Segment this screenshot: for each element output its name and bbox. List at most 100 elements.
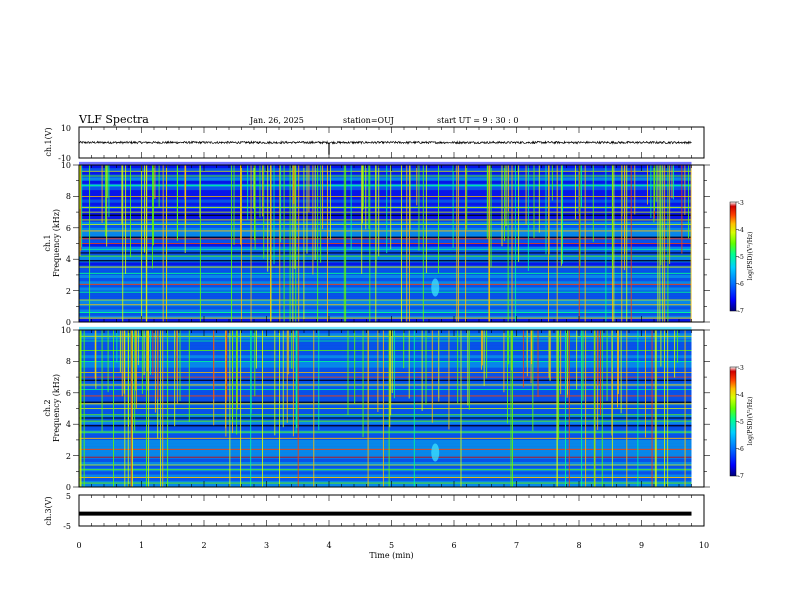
spectrogram-band bbox=[79, 177, 692, 181]
spectrogram-band bbox=[79, 351, 692, 356]
date-label: Jan. 26, 2025 bbox=[249, 116, 304, 125]
spectrogram-band bbox=[79, 199, 692, 203]
time-axis: 0 1 2 3 4 5 6 7 8 9 10 Time (min) bbox=[76, 541, 709, 560]
ch3-waveform-panel: 5 -5 ch.3(V) bbox=[44, 492, 705, 531]
spectrogram-band bbox=[79, 165, 692, 169]
start-ut-label: start UT = 9 : 30 : 0 bbox=[437, 116, 518, 125]
ch2-cb-tick-m5: -5 bbox=[738, 419, 744, 426]
ch2-spec-ytick-2: 2 bbox=[66, 452, 71, 461]
ch1-waveform-panel: 10 -10 ch.1(V) bbox=[44, 124, 705, 163]
ch1-spec-ylabel-channel: ch.1 bbox=[43, 234, 52, 251]
spectrogram-band bbox=[79, 274, 692, 279]
ch1-spec-ylabel: Frequency (kHz) bbox=[52, 209, 61, 277]
spectrogram-band bbox=[79, 180, 692, 184]
spectrogram-band bbox=[79, 161, 692, 165]
spectrogram-band bbox=[79, 417, 692, 422]
spectrogram-band bbox=[79, 342, 692, 346]
ch2-spec-ytick-0: 0 bbox=[66, 483, 71, 492]
spectrogram-band bbox=[79, 306, 692, 310]
spectrogram-band bbox=[79, 367, 692, 371]
spectrogram-band bbox=[79, 461, 692, 466]
spectrogram-band bbox=[79, 268, 692, 272]
figure-title: VLF Spectra bbox=[78, 113, 149, 126]
spectrogram-band bbox=[79, 326, 692, 330]
spectrogram-band bbox=[79, 256, 692, 260]
x-tick-10: 10 bbox=[699, 541, 709, 550]
spectrogram-band bbox=[79, 355, 692, 359]
ch2-spec-ytick-4: 4 bbox=[66, 420, 71, 429]
spectrogram-band bbox=[79, 474, 692, 478]
x-tick-6: 6 bbox=[451, 541, 456, 550]
spectrogram-band bbox=[79, 408, 692, 412]
spectrogram-band bbox=[79, 361, 692, 365]
ch2-spec-ytick-8: 8 bbox=[66, 357, 71, 366]
ch1-cb-tick-m5: -5 bbox=[738, 254, 744, 261]
x-tick-4: 4 bbox=[326, 541, 331, 550]
x-tick-5: 5 bbox=[389, 541, 394, 550]
spectrogram-band bbox=[79, 196, 692, 200]
spectrogram-band bbox=[79, 168, 692, 172]
spectrogram-band bbox=[79, 446, 692, 450]
spectrogram-band bbox=[79, 392, 692, 396]
ch1-cb-tick-m4: -4 bbox=[738, 227, 744, 234]
spectrogram-band bbox=[79, 278, 692, 282]
spectrogram-band bbox=[79, 373, 692, 378]
spectrogram-band bbox=[79, 411, 692, 415]
x-tick-9: 9 bbox=[639, 541, 644, 550]
ch2-cb-tick-m7: -7 bbox=[738, 473, 744, 480]
ch1-cb-tick-m6: -6 bbox=[738, 281, 744, 288]
ch2-colorbar: -3 -4 -5 -6 -7 log(PSD)(V²/Hz) bbox=[729, 365, 754, 480]
spectrogram-band bbox=[79, 386, 692, 390]
ch2-spec-ytick-10: 10 bbox=[61, 326, 71, 335]
spectrogram-band bbox=[79, 234, 692, 238]
spectrogram-band bbox=[79, 309, 692, 313]
spectrogram-band bbox=[79, 364, 692, 368]
spectrogram-band bbox=[79, 208, 692, 213]
spectrogram-band bbox=[79, 190, 692, 194]
spectrogram-band bbox=[79, 315, 692, 319]
spectrogram-band bbox=[79, 293, 692, 297]
x-axis-label: Time (min) bbox=[369, 551, 413, 560]
ch1-spec-ytick-10: 10 bbox=[61, 161, 71, 170]
spectrogram-band bbox=[79, 439, 692, 444]
spectrogram-band bbox=[79, 227, 692, 231]
ch1-waveform-trace bbox=[78, 140, 692, 145]
spectrogram-band bbox=[79, 358, 692, 362]
spectrogram-band bbox=[79, 449, 692, 453]
ch3-wave-ylabel: ch.3(V) bbox=[44, 496, 53, 525]
spectrogram-band bbox=[79, 186, 692, 191]
spectrogram-band bbox=[79, 465, 692, 469]
ch3-wave-ytick-top: 5 bbox=[66, 492, 71, 501]
spectrogram-band bbox=[79, 443, 692, 447]
ch1-cb-tick-m7: -7 bbox=[738, 308, 744, 315]
spectrogram-band bbox=[79, 221, 692, 225]
ch1-wave-ytick-top: 10 bbox=[61, 124, 71, 133]
spectrogram-band bbox=[79, 230, 692, 235]
spectrogram-band bbox=[79, 333, 692, 337]
spectrogram-band bbox=[79, 284, 692, 288]
spectrogram-band bbox=[79, 312, 692, 316]
emission-patch bbox=[431, 443, 440, 462]
spectrogram-band bbox=[79, 252, 692, 257]
x-tick-0: 0 bbox=[76, 541, 81, 550]
ch2-spec-ylabel: Frequency (kHz) bbox=[52, 374, 61, 442]
spectrogram-band bbox=[79, 483, 692, 487]
spectrogram-band bbox=[79, 471, 692, 475]
ch1-wave-ytick-bottom: -10 bbox=[58, 154, 71, 163]
ch1-cb-tick-m3: -3 bbox=[738, 200, 744, 207]
spectrogram-band bbox=[79, 421, 692, 425]
ch1-spec-ytick-4: 4 bbox=[66, 255, 71, 264]
spectrogram-band bbox=[79, 480, 692, 484]
station-label: station=OUJ bbox=[343, 116, 394, 125]
spectrogram-band bbox=[79, 458, 692, 462]
spectrogram-band bbox=[79, 224, 692, 228]
spectrogram-band bbox=[79, 377, 692, 381]
spectrogram-band bbox=[79, 330, 692, 334]
spectrogram-band bbox=[79, 336, 692, 340]
spectrogram-band bbox=[79, 249, 692, 253]
spectrogram-band bbox=[79, 399, 692, 403]
spectrogram-band bbox=[79, 240, 692, 244]
x-tick-3: 3 bbox=[264, 541, 269, 550]
spectrogram-band bbox=[79, 262, 692, 266]
